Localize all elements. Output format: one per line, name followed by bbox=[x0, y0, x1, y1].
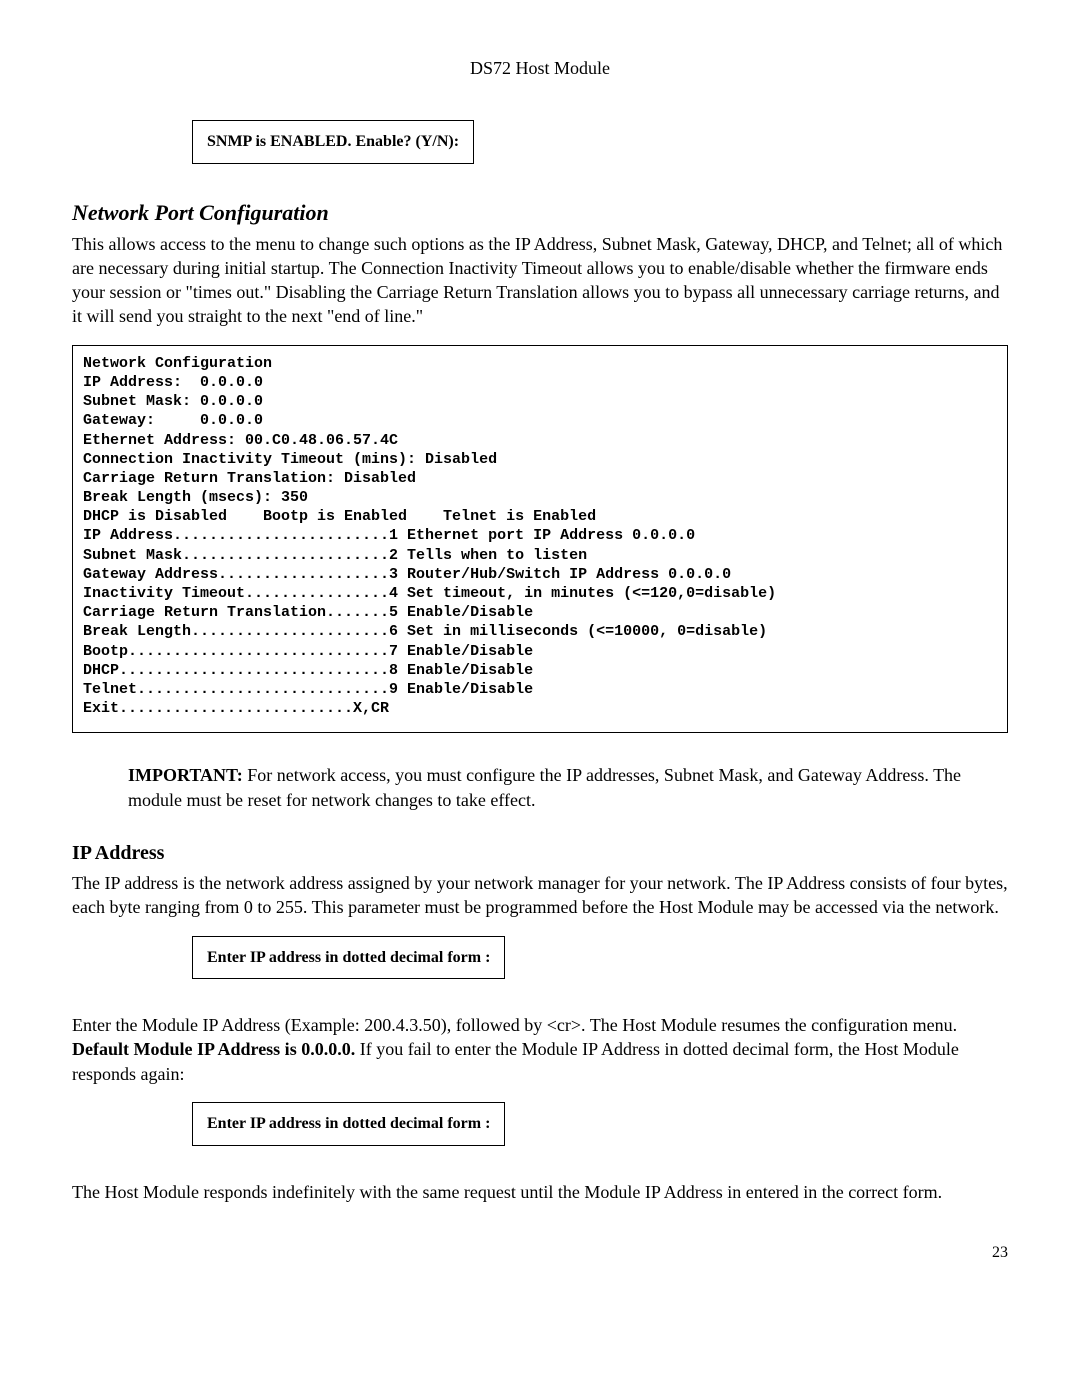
page-number: 23 bbox=[72, 1242, 1008, 1264]
important-label: IMPORTANT: bbox=[128, 765, 243, 785]
snmp-prompt-box: SNMP is ENABLED. Enable? (Y/N): bbox=[192, 120, 474, 164]
section-ip-address-title: IP Address bbox=[72, 840, 1008, 867]
ip-address-para1: The IP address is the network address as… bbox=[72, 871, 1008, 920]
section-network-port-title: Network Port Configuration bbox=[72, 198, 1008, 228]
para2-bold: Default Module IP Address is 0.0.0.0. bbox=[72, 1039, 355, 1059]
ip-address-para2: Enter the Module IP Address (Example: 20… bbox=[72, 1013, 1008, 1086]
section-network-port-para: This allows access to the menu to change… bbox=[72, 232, 1008, 329]
para2-pre: Enter the Module IP Address (Example: 20… bbox=[72, 1015, 957, 1035]
ip-prompt-box-2: Enter IP address in dotted decimal form … bbox=[192, 1102, 505, 1146]
important-text: For network access, you must configure t… bbox=[128, 765, 961, 809]
network-config-box: Network Configuration IP Address: 0.0.0.… bbox=[72, 345, 1008, 734]
page-header: DS72 Host Module bbox=[72, 56, 1008, 80]
ip-address-para3: The Host Module responds indefinitely wi… bbox=[72, 1180, 1008, 1204]
ip-prompt-box-1: Enter IP address in dotted decimal form … bbox=[192, 936, 505, 980]
important-block: IMPORTANT: For network access, you must … bbox=[128, 763, 1008, 812]
